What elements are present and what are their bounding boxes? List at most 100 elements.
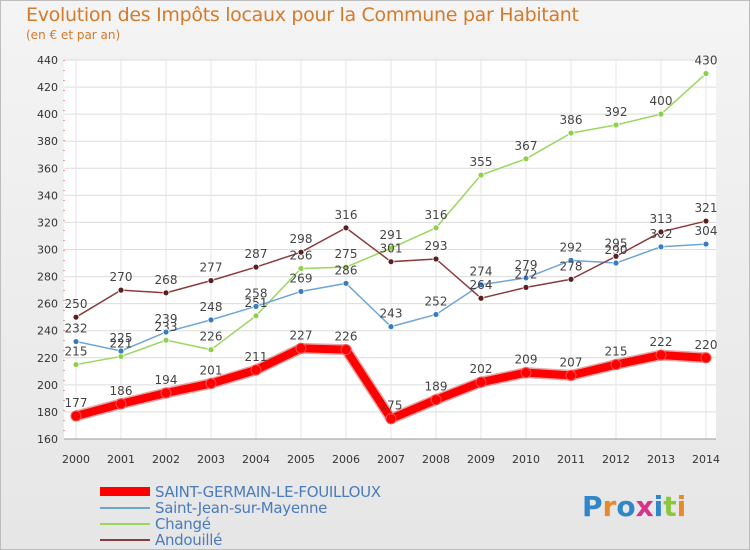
data-point-saint-jean-sur-mayenne bbox=[477, 281, 485, 289]
data-label-chang-: 355 bbox=[470, 155, 493, 169]
x-tick-label: 2009 bbox=[467, 453, 495, 466]
data-label-andouill-: 313 bbox=[650, 212, 673, 226]
data-point-andouill- bbox=[567, 275, 575, 283]
data-point-andouill- bbox=[207, 277, 215, 285]
x-tick-label: 2001 bbox=[107, 453, 135, 466]
data-point-andouill- bbox=[432, 255, 440, 263]
data-label-saint-germain-le-fouilloux: 189 bbox=[425, 380, 448, 394]
data-point-saint-germain-le-fouilloux bbox=[430, 394, 442, 406]
x-tick-label: 2014 bbox=[692, 453, 720, 466]
data-label-saint-germain-le-fouilloux: 209 bbox=[515, 353, 538, 367]
data-label-saint-jean-sur-mayenne: 239 bbox=[155, 312, 178, 326]
y-tick-label: 440 bbox=[37, 54, 58, 67]
data-point-saint-jean-sur-mayenne bbox=[117, 347, 125, 355]
data-label-chang-: 275 bbox=[335, 247, 358, 261]
data-label-chang-: 367 bbox=[515, 139, 538, 153]
data-label-saint-jean-sur-mayenne: 274 bbox=[470, 265, 493, 279]
data-point-chang- bbox=[342, 263, 350, 271]
y-tick-label: 380 bbox=[37, 135, 58, 148]
data-label-saint-jean-sur-mayenne: 232 bbox=[65, 322, 88, 336]
data-label-saint-germain-le-fouilloux: 222 bbox=[650, 335, 673, 349]
data-label-andouill-: 278 bbox=[560, 259, 583, 273]
data-label-saint-germain-le-fouilloux: 186 bbox=[110, 384, 133, 398]
data-label-saint-germain-le-fouilloux: 211 bbox=[245, 350, 268, 364]
data-point-saint-germain-le-fouilloux bbox=[700, 352, 712, 364]
data-point-saint-jean-sur-mayenne bbox=[522, 274, 530, 282]
y-tick-label: 200 bbox=[37, 379, 58, 392]
data-point-saint-jean-sur-mayenne bbox=[207, 316, 215, 324]
chart-subtitle: (en € et par an) bbox=[26, 28, 121, 42]
data-point-chang- bbox=[162, 336, 170, 344]
data-point-saint-jean-sur-mayenne bbox=[612, 259, 620, 267]
data-point-chang- bbox=[702, 70, 710, 77]
data-label-chang-: 400 bbox=[650, 94, 673, 108]
data-point-andouill- bbox=[387, 258, 395, 266]
data-label-saint-germain-le-fouilloux: 177 bbox=[65, 396, 88, 410]
legend-swatch-andouille bbox=[100, 539, 150, 541]
data-label-saint-jean-sur-mayenne: 252 bbox=[425, 294, 448, 308]
data-label-saint-jean-sur-mayenne: 286 bbox=[335, 263, 358, 277]
proxiti-logo: Proxiti bbox=[582, 490, 687, 523]
data-point-chang- bbox=[567, 129, 575, 137]
x-tick-label: 2006 bbox=[332, 453, 360, 466]
data-label-chang-: 233 bbox=[155, 320, 178, 334]
x-tick-label: 2004 bbox=[242, 453, 270, 466]
data-label-saint-germain-le-fouilloux: 215 bbox=[605, 345, 628, 359]
data-label-andouill-: 301 bbox=[380, 242, 403, 256]
x-tick-label: 2011 bbox=[557, 453, 585, 466]
data-label-andouill-: 270 bbox=[110, 270, 133, 284]
data-label-chang-: 251 bbox=[245, 296, 268, 310]
data-point-saint-jean-sur-mayenne bbox=[297, 288, 305, 295]
data-label-andouill-: 264 bbox=[470, 278, 493, 292]
legend-swatch-change bbox=[100, 523, 150, 525]
legend-label-andouille: Andouillé bbox=[155, 531, 223, 549]
data-label-saint-germain-le-fouilloux: 201 bbox=[200, 364, 223, 378]
data-label-chang-: 226 bbox=[200, 330, 223, 344]
data-label-saint-germain-le-fouilloux: 175 bbox=[380, 399, 403, 413]
data-point-saint-germain-le-fouilloux bbox=[295, 342, 307, 354]
data-point-chang- bbox=[432, 224, 440, 232]
x-tick-label: 2002 bbox=[152, 453, 180, 466]
legend-item-saint-germain: SAINT-GERMAIN-LE-FOUILLOUX bbox=[100, 484, 381, 500]
data-point-andouill- bbox=[477, 294, 485, 302]
data-label-saint-germain-le-fouilloux: 194 bbox=[155, 373, 178, 387]
data-label-andouill-: 272 bbox=[515, 267, 538, 281]
data-point-saint-germain-le-fouilloux bbox=[565, 369, 577, 381]
data-label-chang-: 221 bbox=[110, 336, 133, 350]
legend-label-saint-germain: SAINT-GERMAIN-LE-FOUILLOUX bbox=[155, 483, 381, 501]
data-label-andouill-: 316 bbox=[335, 208, 358, 222]
data-label-andouill-: 321 bbox=[695, 201, 718, 215]
data-label-chang-: 215 bbox=[65, 345, 88, 359]
data-point-andouill- bbox=[252, 263, 260, 271]
data-label-saint-germain-le-fouilloux: 220 bbox=[695, 338, 718, 352]
legend: SAINT-GERMAIN-LE-FOUILLOUX Saint-Jean-su… bbox=[100, 484, 381, 548]
legend-item-change: Changé bbox=[100, 516, 381, 532]
x-tick-label: 2007 bbox=[377, 453, 405, 466]
y-tick-label: 240 bbox=[37, 325, 58, 338]
data-point-chang- bbox=[612, 121, 620, 129]
legend-label-change: Changé bbox=[155, 515, 211, 533]
y-tick-label: 160 bbox=[37, 433, 58, 446]
y-tick-label: 340 bbox=[37, 189, 58, 202]
data-point-andouill- bbox=[72, 313, 80, 321]
data-label-saint-jean-sur-mayenne: 243 bbox=[380, 307, 403, 321]
data-point-chang- bbox=[657, 110, 665, 118]
data-label-chang-: 386 bbox=[560, 113, 583, 127]
data-point-saint-germain-le-fouilloux bbox=[340, 344, 352, 356]
data-point-chang- bbox=[387, 244, 395, 252]
data-label-chang-: 291 bbox=[380, 228, 403, 242]
data-label-andouill-: 277 bbox=[200, 261, 223, 275]
data-label-saint-jean-sur-mayenne: 290 bbox=[605, 243, 628, 257]
data-point-chang- bbox=[252, 312, 260, 320]
data-point-andouill- bbox=[702, 217, 710, 225]
y-tick-label: 260 bbox=[37, 298, 58, 311]
data-point-saint-jean-sur-mayenne bbox=[252, 302, 260, 310]
data-point-saint-jean-sur-mayenne bbox=[162, 328, 170, 336]
data-label-saint-germain-le-fouilloux: 202 bbox=[470, 362, 493, 376]
data-label-saint-jean-sur-mayenne: 292 bbox=[560, 240, 583, 254]
data-label-saint-germain-le-fouilloux: 207 bbox=[560, 355, 583, 369]
data-point-saint-germain-le-fouilloux bbox=[655, 349, 667, 361]
legend-swatch-saint-germain bbox=[100, 487, 150, 496]
data-point-saint-jean-sur-mayenne bbox=[432, 311, 440, 318]
x-tick-label: 2012 bbox=[602, 453, 630, 466]
